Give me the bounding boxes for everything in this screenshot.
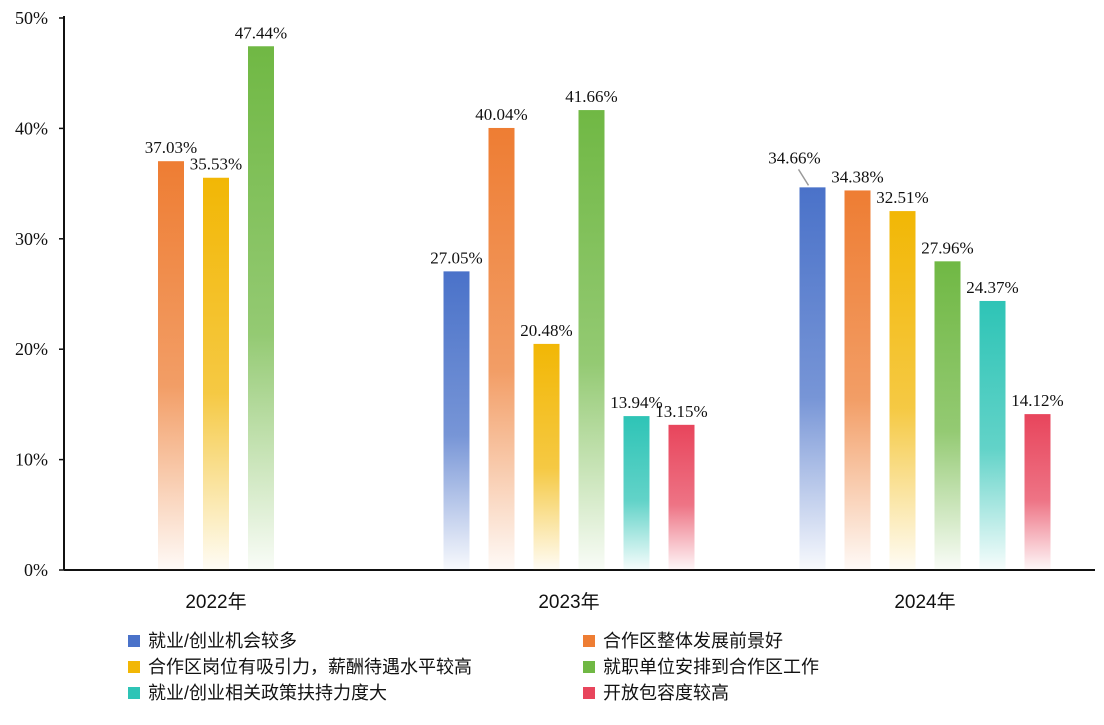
data-label-1-3: 41.66% (565, 87, 617, 106)
data-label-2-2: 32.51% (876, 188, 928, 207)
data-label-0-1: 37.03% (145, 138, 197, 157)
bar-2-2 (889, 211, 916, 570)
legend-label-5: 开放包容度较高 (603, 683, 729, 703)
bars (158, 46, 1051, 571)
legend-swatch-2 (128, 661, 140, 673)
bar-1-3 (578, 110, 605, 570)
data-label-2-1: 34.38% (831, 167, 883, 186)
data-label-1-2: 20.48% (520, 321, 572, 340)
data-label-2-4: 24.37% (966, 278, 1018, 297)
data-label-2-3: 27.96% (921, 238, 973, 257)
y-tick-label: 20% (15, 339, 48, 359)
legend-swatch-3 (583, 661, 595, 673)
bar-1-2 (533, 343, 560, 570)
data-label-1-4: 13.94% (610, 393, 662, 412)
data-labels: 37.03%35.53% 47.44% 27.05% 40.04% 20.48% 41.6… (145, 23, 1064, 421)
bar-1-5 (668, 424, 695, 570)
axes: 0% 10% 20% 30% 40% 50% 2022年 2023年 2024年 (15, 8, 1095, 613)
legend-swatch-0 (128, 635, 140, 647)
y-tick-label: 30% (15, 229, 48, 249)
bar-1-0 (443, 271, 470, 570)
data-label-1-0: 27.05% (430, 248, 482, 267)
bar-0-1 (158, 161, 184, 571)
bar-0-3 (248, 46, 274, 571)
bar-2-0 (799, 187, 826, 570)
legend-label-0: 就业/创业机会较多 (148, 631, 297, 651)
bar-0-2 (203, 177, 229, 571)
x-tick-label: 2023年 (538, 591, 599, 613)
legend-swatch-4 (128, 687, 140, 699)
legend-label-4: 就业/创业相关政策扶持力度大 (148, 683, 387, 703)
y-tick-label: 50% (15, 8, 48, 28)
bar-1-1 (488, 127, 515, 570)
legend-label-3: 就职单位安排到合作区工作 (603, 657, 819, 677)
data-label-1-5: 13.15% (655, 402, 707, 421)
legend-label-2: 合作区岗位有吸引力，薪酬待遇水平较高 (148, 657, 472, 677)
data-label-1-1: 40.04% (475, 105, 527, 124)
y-tick-label: 40% (15, 118, 48, 138)
legend-swatch-5 (583, 687, 595, 699)
data-label-0-2: 35.53% (190, 155, 242, 174)
data-label-0-3: 47.44% (235, 23, 287, 42)
label-leader-line (797, 168, 810, 186)
bar-1-4 (623, 416, 650, 570)
y-tick-label: 0% (24, 560, 48, 580)
data-label-2-5: 14.12% (1011, 391, 1063, 410)
bar-2-3 (934, 261, 961, 570)
y-tick-label: 10% (15, 450, 48, 470)
bar-2-5 (1024, 414, 1051, 570)
data-label-2-0: 34.66% (768, 148, 820, 167)
bar-2-1 (844, 190, 871, 570)
legend-swatch-1 (583, 635, 595, 647)
x-tick-label: 2024年 (894, 591, 955, 613)
bar-2-4 (979, 300, 1006, 570)
x-tick-label: 2022年 (185, 591, 246, 613)
legend-label-1: 合作区整体发展前景好 (603, 631, 783, 651)
